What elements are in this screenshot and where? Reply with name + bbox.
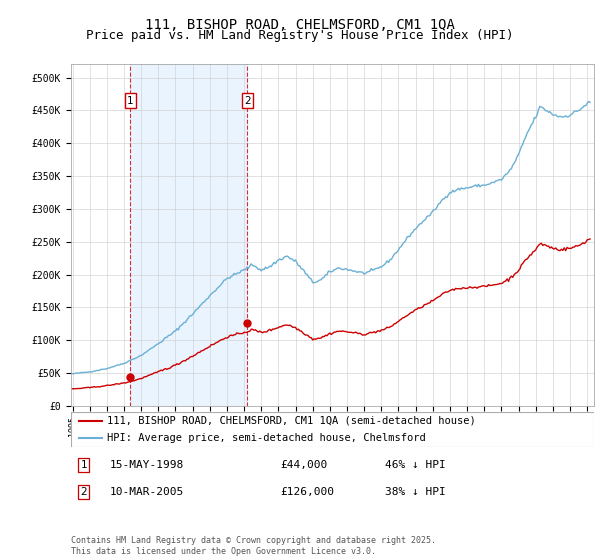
Text: 111, BISHOP ROAD, CHELMSFORD, CM1 1QA: 111, BISHOP ROAD, CHELMSFORD, CM1 1QA (145, 18, 455, 32)
Text: 111, BISHOP ROAD, CHELMSFORD, CM1 1QA (semi-detached house): 111, BISHOP ROAD, CHELMSFORD, CM1 1QA (s… (107, 416, 476, 426)
Text: 1: 1 (127, 96, 134, 105)
Text: 46% ↓ HPI: 46% ↓ HPI (385, 460, 445, 470)
Text: £44,000: £44,000 (280, 460, 328, 470)
Text: 38% ↓ HPI: 38% ↓ HPI (385, 487, 445, 497)
Text: HPI: Average price, semi-detached house, Chelmsford: HPI: Average price, semi-detached house,… (107, 433, 426, 443)
Text: £126,000: £126,000 (280, 487, 334, 497)
Text: 2: 2 (80, 487, 87, 497)
Text: 2: 2 (244, 96, 251, 105)
Text: 10-MAR-2005: 10-MAR-2005 (110, 487, 184, 497)
Text: 15-MAY-1998: 15-MAY-1998 (110, 460, 184, 470)
Text: Contains HM Land Registry data © Crown copyright and database right 2025.
This d: Contains HM Land Registry data © Crown c… (71, 536, 436, 556)
Bar (130, 64, 247, 406)
Text: 1: 1 (80, 460, 87, 470)
Text: Price paid vs. HM Land Registry's House Price Index (HPI): Price paid vs. HM Land Registry's House … (86, 29, 514, 42)
